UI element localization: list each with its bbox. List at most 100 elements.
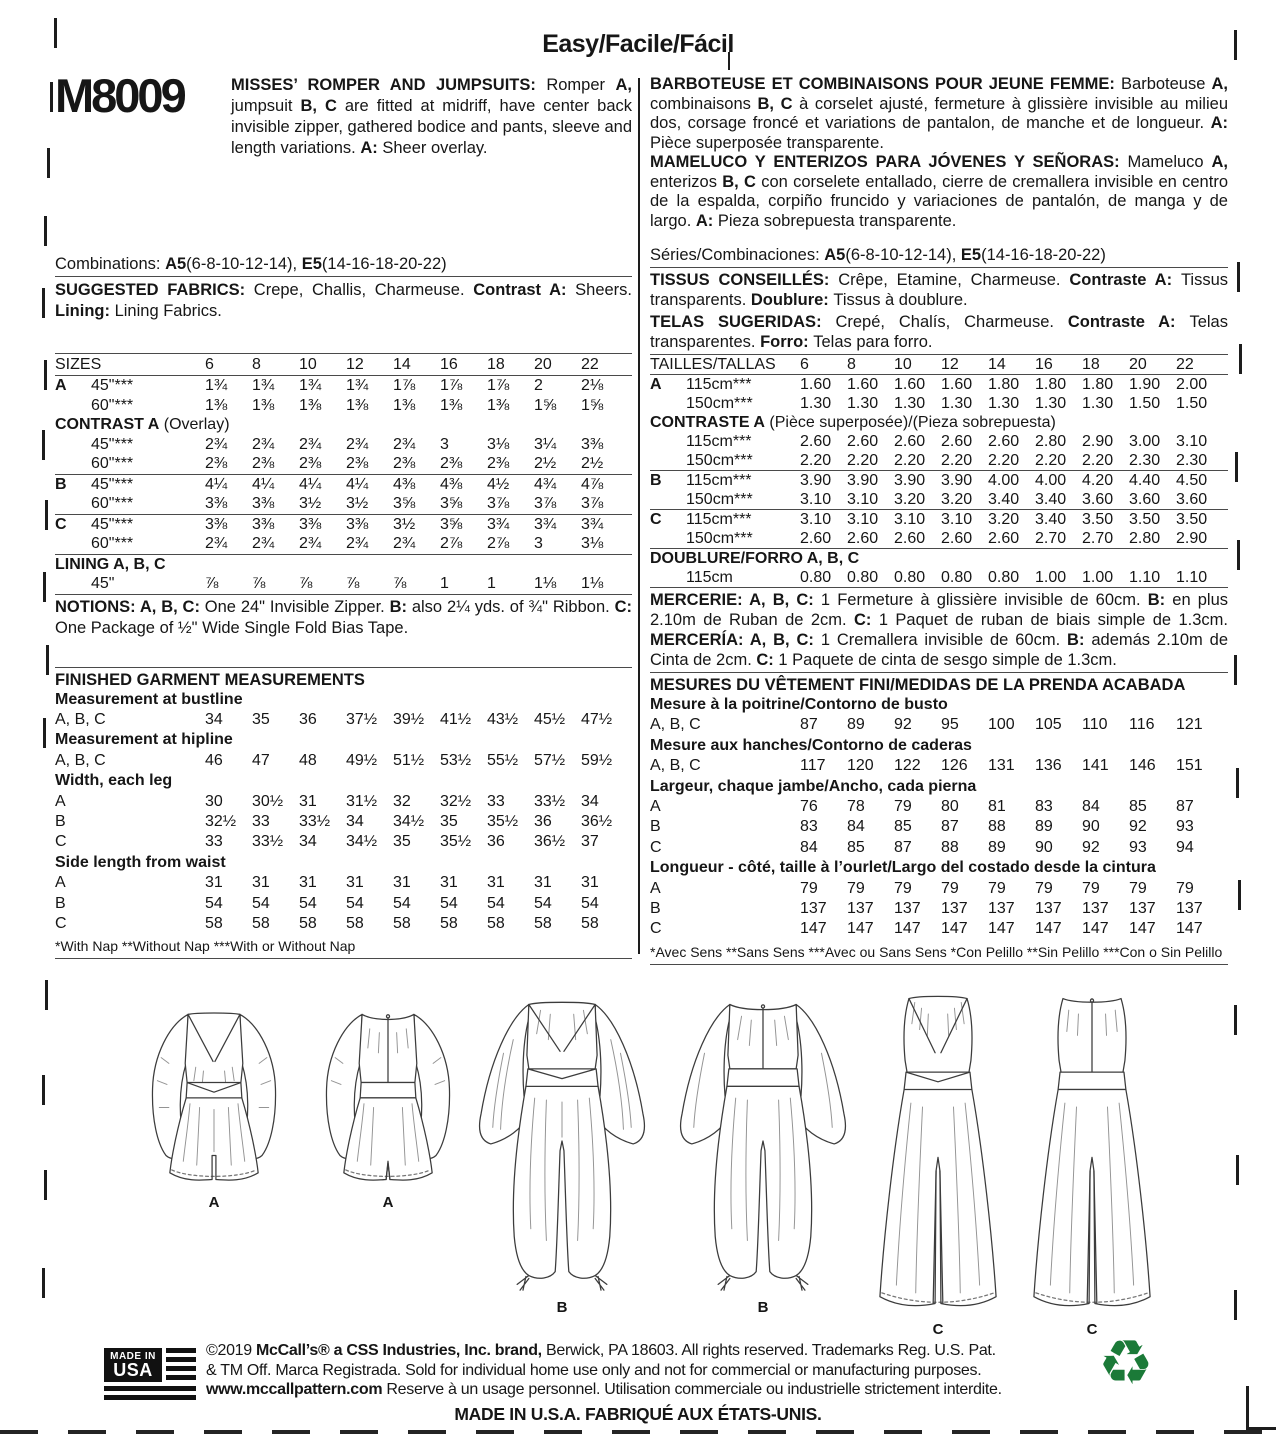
table-row: A 31 31 31 31 31 31 31 31 31: [55, 873, 632, 893]
text-segment: Doublure:: [750, 290, 834, 309]
cut-line-dashed: [0, 1430, 1276, 1434]
column-header: 22: [1176, 356, 1194, 373]
table-section-label: CONTRASTE A (Pièce superposée)/(Pieza so…: [650, 413, 1223, 432]
value-cell: 90: [1035, 838, 1053, 856]
value-cell: ⅞: [205, 575, 219, 592]
registration-tick: [1235, 452, 1238, 482]
row-label: B: [55, 894, 205, 914]
french-spanish-column: BARBOTEUSE ET COMBINAISONS POUR JEUNE FE…: [650, 75, 1228, 965]
table-row: C 33 33½ 34 34½ 35 35½ 36 36½ 37: [55, 832, 632, 852]
value-cell: 93: [1176, 818, 1194, 836]
finished-measurements-title-fr-es: MESURES DU VÊTEMENT FINI/MEDIDAS DE LA P…: [650, 672, 1228, 695]
table-row: Longueur - côté, taille à l’ourlet/Largo…: [650, 858, 1228, 878]
value-cell: 83: [800, 818, 818, 836]
value-cell: 79: [894, 798, 912, 816]
text-segment: Contraste A:: [1069, 271, 1181, 289]
value-cell: 2¾: [346, 535, 369, 552]
text-segment: Barboteuse: [1121, 75, 1212, 93]
table-row: A 30 30½ 31 31½ 32 32½ 33 33½ 34: [55, 792, 632, 812]
table-row: Largeur, chaque jambe/Ancho, cada pierna: [650, 777, 1228, 797]
registration-tick: [1237, 262, 1240, 292]
registration-tick: [47, 148, 50, 178]
value-cell: 1.30: [894, 395, 926, 412]
row-label: A: [650, 879, 800, 899]
value-cell: 147: [1176, 920, 1203, 938]
row-name: 45"***: [91, 377, 134, 394]
text-segment: en plus 2.10m de Ruban de 2cm.: [650, 591, 1229, 629]
value-cell: 2¾: [252, 435, 275, 453]
value-cell: 1⅝: [534, 396, 557, 414]
row-label: 150cm***: [650, 451, 800, 470]
text-segment: E5: [301, 255, 322, 273]
value-cell: 1.90: [1129, 376, 1161, 393]
value-cell: 79: [1176, 879, 1194, 897]
value-cell: 83: [1035, 798, 1053, 816]
value-cell: 41½: [440, 710, 472, 728]
value-cell: 2⅜: [487, 455, 510, 472]
table-row: 45"*** 2¾ 2¾ 2¾ 2¾ 2¾ 3 3⅛ 3¼ 3⅜: [55, 435, 632, 455]
value-cell: 2.20: [894, 452, 926, 469]
value-cell: 147: [847, 920, 874, 938]
value-cell: 2¾: [205, 535, 228, 552]
table-row: 45" ⅞ ⅞ ⅞ ⅞ ⅞ 1 1 1⅛ 1⅛: [55, 574, 632, 594]
value-cell: 31: [205, 874, 223, 892]
value-cell: 81: [988, 798, 1006, 816]
text-segment: Lining:: [55, 301, 115, 320]
column-divider: [638, 78, 640, 954]
value-cell: 54: [205, 894, 223, 912]
row-name: 60"***: [91, 535, 134, 552]
table-row: B 83 84 85 87 88 89 90 92 93: [650, 817, 1228, 837]
table-row: CONTRAST A (Overlay): [55, 415, 632, 435]
value-cell: 36: [299, 710, 317, 728]
text-segment: (14-16-18-20-22): [321, 255, 447, 273]
text-segment: Crêpe, Etamine, Charmeuse.: [838, 271, 1070, 289]
value-cell: 3.00: [1129, 433, 1161, 450]
value-cell: 147: [988, 920, 1015, 938]
flag-stripe: [166, 1375, 196, 1380]
table-row: 60"*** 3⅜ 3⅜ 3½ 3½ 3⅝ 3⅝ 3⅞ 3⅞ 3⅞: [55, 494, 632, 514]
value-cell: 31½: [346, 792, 378, 810]
value-cell: 147: [894, 920, 921, 938]
value-cell: 2.30: [1176, 452, 1208, 469]
view-a-back: A: [302, 1000, 474, 1211]
table-row: Side length from waist: [55, 853, 632, 873]
row-label: A 45"***: [55, 376, 205, 396]
row-label: C: [650, 838, 800, 858]
text-segment: BARBOTEUSE ET COMBINAISONS POUR JEUNE FE…: [650, 75, 1122, 93]
text-segment: A5: [165, 255, 187, 273]
value-cell: 79: [941, 879, 959, 897]
value-cell: 1⅛: [534, 575, 557, 592]
value-cell: 33: [487, 792, 505, 810]
value-cell: 30½: [252, 792, 284, 810]
value-cell: 3.60: [1176, 491, 1208, 508]
row-letter: B: [650, 818, 661, 836]
value-cell: 31: [299, 792, 317, 810]
value-cell: 2.70: [1082, 530, 1114, 547]
column-header: 12: [941, 356, 959, 373]
table-row: A, B, C 87 89 92 95 100 105 110 116 121: [650, 715, 1228, 735]
value-cell: 2.00: [1176, 376, 1208, 393]
text-segment: E5: [960, 246, 982, 264]
value-cell: 3⅜: [299, 515, 322, 533]
value-cell: 0.80: [847, 569, 879, 586]
value-cell: 84: [800, 838, 818, 856]
table-row: 150cm*** 2.60 2.60 2.60 2.60 2.60 2.70 2.70 2.80…: [650, 529, 1228, 548]
value-cell: 147: [1035, 920, 1062, 938]
value-cell: 54: [393, 894, 411, 912]
jumpsuit-c-front-drawing: [879, 995, 997, 1307]
value-cell: 37: [581, 833, 599, 851]
table-section-label: Mesure à la poitrine/Contorno de busto: [650, 695, 1223, 715]
value-cell: 3¾: [487, 515, 510, 533]
column-header: 10: [299, 356, 317, 373]
column-header: 12: [346, 356, 364, 373]
section-bold: LINING A, B, C: [55, 555, 166, 573]
value-cell: 2⅞: [487, 535, 510, 552]
value-cell: 39½: [393, 710, 425, 728]
row-name: 150cm***: [686, 530, 753, 547]
text-segment: C:: [614, 597, 632, 616]
value-cell: 94: [1176, 838, 1194, 856]
table-row: LINING A, B, C: [55, 553, 632, 575]
row-letter: B: [55, 475, 67, 493]
value-cell: 1.00: [1082, 569, 1114, 586]
value-cell: 1.10: [1129, 569, 1161, 586]
